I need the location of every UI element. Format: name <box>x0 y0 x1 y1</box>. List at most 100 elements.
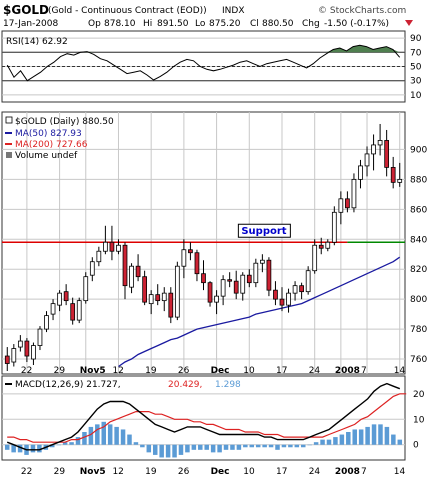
candle <box>292 285 298 294</box>
candle <box>50 303 56 315</box>
candle <box>122 244 128 287</box>
candle <box>279 298 285 306</box>
macd-histogram-bar <box>56 444 61 446</box>
macd-histogram-bar <box>198 444 203 450</box>
low-label: Lo <box>195 19 206 29</box>
candle <box>63 291 69 302</box>
macd-x-tick-label: 17 <box>276 467 287 477</box>
candle <box>371 144 376 155</box>
price-x-tick-label: 17 <box>276 366 287 376</box>
rsi-line <box>6 44 401 82</box>
high-value: 891.50 <box>157 19 189 29</box>
candle <box>390 166 396 183</box>
macd-x-tick-label: 7 <box>361 467 367 477</box>
candle <box>57 292 62 306</box>
macd-x-tick-label: 22 <box>21 467 32 477</box>
candle <box>135 265 141 278</box>
candle <box>214 295 219 303</box>
macd-histogram-bar <box>313 442 319 445</box>
candle <box>4 355 10 364</box>
macd-histogram-bar <box>17 444 23 453</box>
support-label-box <box>237 223 291 238</box>
macd-histogram-bar <box>346 432 351 445</box>
candle <box>37 328 43 346</box>
macd-histogram-bar <box>82 432 87 445</box>
candle <box>260 259 265 264</box>
candle <box>331 211 337 243</box>
macd-x-tick-label: 19 <box>145 467 157 477</box>
macd-histogram-bar <box>133 442 139 445</box>
macd-histogram-bar <box>165 444 171 458</box>
rsi-tick-label: 70 <box>410 48 422 58</box>
down-arrow-icon <box>405 20 413 26</box>
symbol: $GOLD <box>3 3 49 17</box>
price-x-tick-label: 19 <box>145 366 157 376</box>
macd-x-tick-label: 14 <box>394 467 406 477</box>
price-tick-label: 840 <box>410 235 427 245</box>
quote-date: 17-Jan-2008 <box>3 19 59 29</box>
ma50-line <box>118 256 401 368</box>
macd-histogram-bar <box>307 444 312 446</box>
change-value: -1.50 (-0.17%) <box>324 19 389 29</box>
price-x-tick-label: Dec <box>211 366 230 376</box>
support-label: Support <box>241 226 286 237</box>
macd-histogram-bar <box>365 426 370 445</box>
candle <box>181 249 187 267</box>
macd-histogram-bar <box>75 437 81 445</box>
candle <box>188 249 193 254</box>
macd-histogram-bar <box>333 437 338 445</box>
macd-histogram-bar <box>243 444 248 448</box>
candle <box>24 340 30 357</box>
macd-histogram-bar <box>114 426 119 445</box>
price-tick-label: 820 <box>410 265 427 275</box>
rsi-overbought-fill <box>7 45 400 53</box>
macd-x-tick-label: 29 <box>54 467 66 477</box>
instrument-name: (Gold - Continuous Contract (EOD)) <box>48 6 207 16</box>
macd-x-tick-label: 26 <box>178 467 190 477</box>
price-x-tick-label: 14 <box>394 366 406 376</box>
macd-histogram-bar <box>107 424 113 445</box>
macd-histogram-bar <box>185 444 190 453</box>
macd-histogram-bar <box>95 424 100 445</box>
macd-histogram-bar <box>172 444 177 458</box>
candle <box>174 265 180 318</box>
price-legend-name: $GOLD (Daily) 880.50 <box>15 117 114 127</box>
candle <box>299 285 304 293</box>
close-value: 880.50 <box>262 19 294 29</box>
macd-histogram-bar <box>69 442 74 445</box>
histogram-legend: 1.298 <box>215 380 241 390</box>
macd-histogram-bar <box>223 444 229 450</box>
price-tick-label: 800 <box>410 295 427 305</box>
price-x-tick-label: 26 <box>178 366 190 376</box>
macd-x-tick-label: Dec <box>211 467 230 477</box>
price-tick-label: 760 <box>410 355 427 365</box>
candle <box>233 280 239 294</box>
candle <box>377 140 383 146</box>
ma200-legend: MA(200) 727.66 <box>15 140 88 150</box>
candle <box>89 261 95 276</box>
price-x-tick-label: Nov5 <box>80 366 106 376</box>
candle <box>338 198 344 213</box>
macd-histogram-bar <box>120 429 126 445</box>
volume-legend: Volume undef <box>15 151 78 161</box>
candle <box>76 300 82 321</box>
macd-histogram-bar <box>339 434 345 445</box>
macd-histogram-bar <box>191 444 197 450</box>
candle <box>273 289 278 300</box>
close-label: Cl <box>250 19 259 29</box>
rsi-tick-label: 30 <box>410 77 422 87</box>
candle <box>70 303 76 321</box>
candle <box>312 244 318 272</box>
candle <box>44 315 49 330</box>
candle <box>116 244 121 252</box>
candle <box>220 279 226 297</box>
macd-histogram-bar <box>236 444 242 450</box>
open-label: Op <box>88 19 101 29</box>
price-tick-label: 900 <box>410 145 427 155</box>
macd-histogram-bar <box>230 444 235 450</box>
macd-histogram-bar <box>4 444 10 450</box>
macd-x-tick-label: 24 <box>309 467 321 477</box>
macd-histogram-bar <box>127 434 132 445</box>
volume-legend-swatch <box>6 152 12 158</box>
